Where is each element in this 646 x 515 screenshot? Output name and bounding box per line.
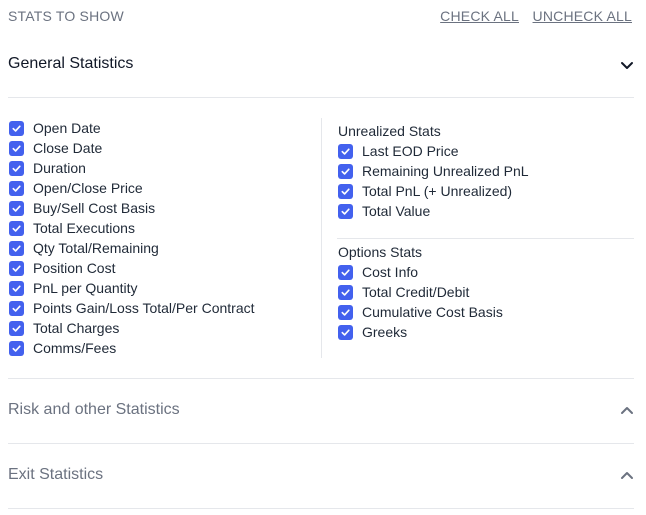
- checkbox-checked-icon[interactable]: [9, 180, 24, 196]
- stat-checkbox-label: Cumulative Cost Basis: [362, 304, 503, 320]
- chevron-up-icon: [621, 407, 633, 414]
- checkbox-checked-icon[interactable]: [9, 160, 24, 176]
- checkbox-checked-icon[interactable]: [9, 300, 24, 316]
- unrealized-stats-group: Unrealized Stats Last EOD Price Remaining…: [338, 121, 529, 221]
- stat-checkbox-row[interactable]: Open Date: [9, 118, 255, 138]
- stat-checkbox-row[interactable]: Total Value: [338, 201, 529, 221]
- stats-header: STATS TO SHOW CHECK ALL UNCHECK ALL: [8, 6, 634, 26]
- check-all-link[interactable]: CHECK ALL: [440, 8, 519, 24]
- stats-to-show-title: STATS TO SHOW: [8, 8, 124, 24]
- uncheck-all-link[interactable]: UNCHECK ALL: [532, 8, 632, 24]
- stat-checkbox-label: Open/Close Price: [33, 180, 143, 196]
- divider: [337, 238, 634, 239]
- stat-checkbox-label: Close Date: [33, 140, 103, 156]
- chevron-down-icon: [621, 62, 633, 69]
- checkbox-checked-icon[interactable]: [338, 304, 353, 320]
- unrealized-stats-title: Unrealized Stats: [338, 123, 441, 139]
- stat-checkbox-label: Cost Info: [362, 264, 419, 280]
- chevron-up-icon: [621, 472, 633, 479]
- checkbox-checked-icon[interactable]: [9, 320, 24, 336]
- checkbox-checked-icon[interactable]: [9, 340, 24, 356]
- stat-checkbox-label: Total Value: [362, 203, 431, 219]
- stat-checkbox-row[interactable]: Comms/Fees: [9, 338, 255, 358]
- stat-checkbox-label: Buy/Sell Cost Basis: [33, 200, 156, 216]
- options-stats-title: Options Stats: [338, 244, 423, 260]
- stat-checkbox-row[interactable]: Points Gain/Loss Total/Per Contract: [9, 298, 255, 318]
- checkbox-checked-icon[interactable]: [338, 324, 353, 340]
- stat-checkbox-label: Comms/Fees: [33, 340, 117, 356]
- stat-checkbox-label: Points Gain/Loss Total/Per Contract: [33, 300, 255, 316]
- stat-checkbox-label: Total Executions: [33, 220, 135, 236]
- checkbox-checked-icon[interactable]: [338, 143, 353, 159]
- checkbox-checked-icon[interactable]: [9, 120, 24, 136]
- stat-checkbox-row[interactable]: Position Cost: [9, 258, 255, 278]
- stat-checkbox-row[interactable]: Close Date: [9, 138, 255, 158]
- general-left-column: Open Date Close Date Duration Open/Close Pr…: [9, 118, 255, 358]
- options-stats-group: Options Stats Cost Info Total Credit/Debi…: [338, 242, 503, 342]
- stat-checkbox-row[interactable]: Greeks: [338, 322, 503, 342]
- checkbox-checked-icon[interactable]: [338, 284, 353, 300]
- divider: [8, 443, 634, 444]
- stat-checkbox-row[interactable]: Duration: [9, 158, 255, 178]
- section-general-header[interactable]: General Statistics: [8, 50, 634, 80]
- checkbox-checked-icon[interactable]: [9, 140, 24, 156]
- stat-checkbox-row[interactable]: Cumulative Cost Basis: [338, 302, 503, 322]
- checkbox-checked-icon[interactable]: [9, 240, 24, 256]
- stat-checkbox-row[interactable]: PnL per Quantity: [9, 278, 255, 298]
- stat-checkbox-row[interactable]: Total Executions: [9, 218, 255, 238]
- stat-checkbox-row[interactable]: Total PnL (+ Unrealized): [338, 181, 529, 201]
- stat-checkbox-row[interactable]: Open/Close Price: [9, 178, 255, 198]
- stat-checkbox-label: Total Credit/Debit: [362, 284, 470, 300]
- checkbox-checked-icon[interactable]: [338, 203, 353, 219]
- section-exit-header[interactable]: Exit Statistics: [8, 461, 634, 491]
- stat-checkbox-label: Open Date: [33, 120, 101, 136]
- divider: [8, 378, 634, 379]
- checkbox-checked-icon[interactable]: [9, 220, 24, 236]
- stat-checkbox-row[interactable]: Qty Total/Remaining: [9, 238, 255, 258]
- stat-checkbox-row[interactable]: Total Credit/Debit: [338, 282, 503, 302]
- stat-checkbox-label: Position Cost: [33, 260, 116, 276]
- checkbox-checked-icon[interactable]: [9, 280, 24, 296]
- section-exit-title: Exit Statistics: [8, 466, 104, 483]
- column-divider: [321, 118, 322, 358]
- stat-checkbox-label: Last EOD Price: [362, 143, 459, 159]
- checkbox-checked-icon[interactable]: [338, 183, 353, 199]
- stat-checkbox-label: Duration: [33, 160, 86, 176]
- stat-checkbox-row[interactable]: Cost Info: [338, 262, 503, 282]
- checkbox-checked-icon[interactable]: [338, 163, 353, 179]
- checkbox-checked-icon[interactable]: [9, 260, 24, 276]
- divider: [8, 508, 634, 509]
- stat-checkbox-label: PnL per Quantity: [33, 280, 138, 296]
- section-risk-title: Risk and other Statistics: [8, 401, 180, 418]
- stat-checkbox-label: Greeks: [362, 324, 408, 340]
- stat-checkbox-label: Total Charges: [33, 320, 120, 336]
- checkbox-checked-icon[interactable]: [9, 200, 24, 216]
- stat-checkbox-label: Remaining Unrealized PnL: [362, 163, 529, 179]
- stat-checkbox-row[interactable]: Last EOD Price: [338, 141, 529, 161]
- stat-checkbox-row[interactable]: Total Charges: [9, 318, 255, 338]
- section-risk-header[interactable]: Risk and other Statistics: [8, 396, 634, 426]
- checkbox-checked-icon[interactable]: [338, 264, 353, 280]
- stat-checkbox-label: Total PnL (+ Unrealized): [362, 183, 513, 199]
- stat-checkbox-row[interactable]: Buy/Sell Cost Basis: [9, 198, 255, 218]
- section-general-title: General Statistics: [8, 55, 134, 72]
- divider: [8, 97, 634, 98]
- stat-checkbox-row[interactable]: Remaining Unrealized PnL: [338, 161, 529, 181]
- stat-checkbox-label: Qty Total/Remaining: [33, 240, 159, 256]
